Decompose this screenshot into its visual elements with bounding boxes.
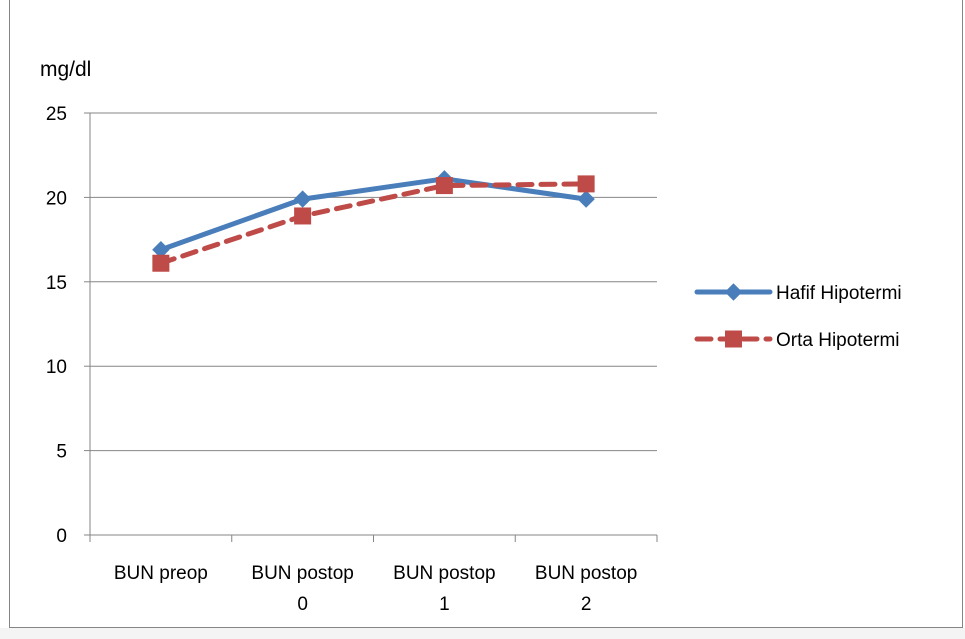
legend-item: Orta Hipotermi: [694, 330, 900, 351]
y-tick-label: 5: [56, 442, 67, 463]
data-point: [577, 190, 595, 208]
data-point: [294, 207, 312, 225]
series-orta-hipotermi: [152, 175, 595, 272]
x-tick-label: BUN postop 2: [535, 563, 637, 615]
footer-band: [0, 628, 965, 639]
series-line: [158, 181, 589, 266]
series-layer: [152, 170, 595, 272]
series-line: [158, 176, 589, 253]
legend-label: Orta Hipotermi: [776, 330, 900, 351]
legend-label: Hafif Hipotermi: [776, 283, 902, 304]
data-point: [577, 175, 595, 193]
x-tick-label: BUN postop 1: [393, 563, 495, 615]
data-point: [152, 254, 170, 272]
x-tick-label: BUN preop: [114, 563, 208, 584]
y-tick-label: 0: [56, 526, 67, 547]
y-axis-unit-label: mg/dl: [40, 58, 91, 81]
gridlines: [90, 112, 657, 452]
y-tick-label: 15: [46, 273, 67, 294]
legend-item: Hafif Hipotermi: [694, 283, 902, 304]
legend-marker: [725, 330, 742, 348]
axes: 0 5 10 15 20 25 BUN preop BUN postop 0 BUN postop…: [46, 104, 658, 615]
data-point: [293, 190, 312, 208]
data-point: [435, 177, 453, 195]
y-tick-label: 20: [46, 188, 67, 209]
legend: Hafif Hipotermi Orta Hipotermi: [694, 283, 902, 351]
y-tick-label: 25: [46, 104, 67, 125]
x-tick-label: BUN postop 0: [251, 563, 353, 615]
legend-marker: [724, 283, 743, 301]
chart-frame: [9, 0, 963, 628]
y-tick-label: 10: [46, 357, 67, 378]
